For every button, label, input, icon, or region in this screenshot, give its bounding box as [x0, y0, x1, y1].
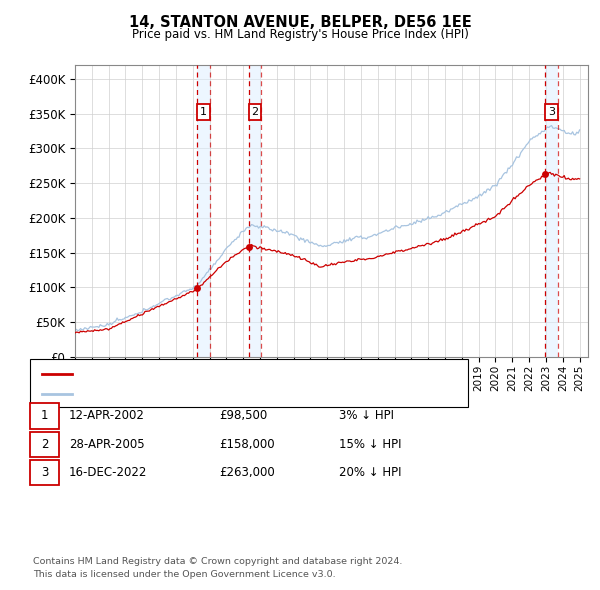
Text: 20% ↓ HPI: 20% ↓ HPI [339, 466, 401, 479]
Text: Contains HM Land Registry data © Crown copyright and database right 2024.: Contains HM Land Registry data © Crown c… [33, 558, 403, 566]
Bar [248, 65, 261, 357]
Text: 2: 2 [41, 438, 48, 451]
Text: £98,500: £98,500 [219, 409, 267, 422]
Text: £158,000: £158,000 [219, 438, 275, 451]
Text: 3% ↓ HPI: 3% ↓ HPI [339, 409, 394, 422]
Text: 15% ↓ HPI: 15% ↓ HPI [339, 438, 401, 451]
Text: 12-APR-2002: 12-APR-2002 [69, 409, 145, 422]
Text: 16-DEC-2022: 16-DEC-2022 [69, 466, 148, 479]
Text: 14, STANTON AVENUE, BELPER, DE56 1EE (detached house): 14, STANTON AVENUE, BELPER, DE56 1EE (de… [78, 369, 407, 379]
Text: 28-APR-2005: 28-APR-2005 [69, 438, 145, 451]
Text: This data is licensed under the Open Government Licence v3.0.: This data is licensed under the Open Gov… [33, 571, 335, 579]
Text: 1: 1 [41, 409, 48, 422]
Text: 3: 3 [548, 107, 555, 117]
Text: 1: 1 [200, 107, 207, 117]
Text: HPI: Average price, detached house, Amber Valley: HPI: Average price, detached house, Ambe… [78, 389, 353, 398]
Text: 14, STANTON AVENUE, BELPER, DE56 1EE: 14, STANTON AVENUE, BELPER, DE56 1EE [128, 15, 472, 30]
Bar [545, 65, 558, 357]
Bar [197, 65, 210, 357]
Text: Price paid vs. HM Land Registry's House Price Index (HPI): Price paid vs. HM Land Registry's House … [131, 28, 469, 41]
Text: 3: 3 [41, 466, 48, 479]
Text: £263,000: £263,000 [219, 466, 275, 479]
Text: 2: 2 [251, 107, 259, 117]
